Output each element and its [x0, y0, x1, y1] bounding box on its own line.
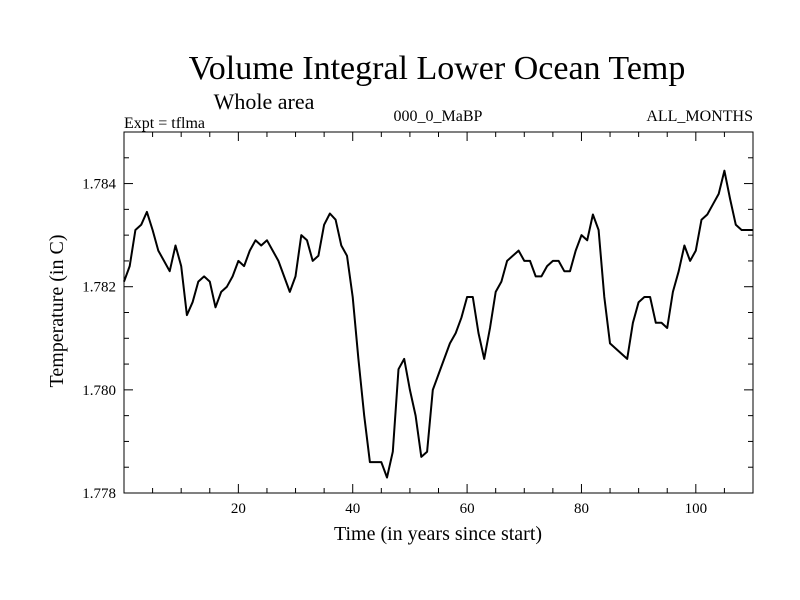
y-tick-label: 1.784	[82, 177, 116, 193]
chart-title: Volume Integral Lower Ocean Temp	[189, 50, 686, 87]
plot-area: 20 40 60 80 100 1.778 1.780 1.782 1.784	[82, 131, 754, 517]
expt-label: Expt = tflma	[124, 115, 205, 132]
y-tick-label: 1.780	[82, 383, 116, 399]
months-label: ALL_MONTHS	[646, 108, 753, 125]
series-line	[123, 169, 753, 479]
x-tick-label: 60	[460, 501, 475, 517]
x-tick-label: 40	[345, 501, 360, 517]
y-tick-label: 1.778	[82, 486, 116, 502]
experiment-id-label: 000_0_MaBP	[394, 108, 483, 125]
x-axis-label: Time (in years since start)	[334, 523, 542, 545]
x-tick-label: 100	[685, 501, 708, 517]
plot-frame	[123, 131, 754, 494]
y-tick-label: 1.782	[82, 280, 116, 296]
x-tick-label: 20	[231, 501, 246, 517]
x-tick-label: 80	[574, 501, 589, 517]
y-axis-label: Temperature (in C)	[46, 235, 68, 388]
chart-subtitle: Whole area	[214, 89, 315, 114]
